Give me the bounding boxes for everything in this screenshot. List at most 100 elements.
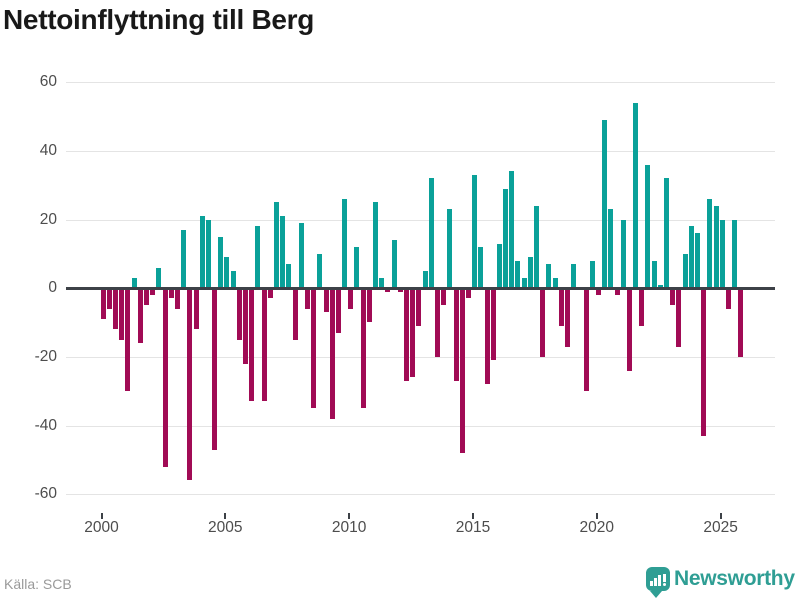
bar-2007Q4 [292,288,298,340]
bar-2012Q1 [397,288,403,292]
bar-2017Q3 [534,205,539,289]
bar-2014Q4 [465,288,471,299]
x-axis-tick [719,513,722,519]
bar-2017Q2 [527,257,533,289]
y-axis-label: 0 [48,279,57,297]
source-label: Källa: SCB [4,576,72,592]
bar-2022Q1 [645,164,651,289]
y-axis-label: -60 [34,485,57,503]
bar-2025Q3 [732,219,738,289]
gridline [66,82,775,84]
bar-2014Q3 [459,288,465,454]
bar-2003Q1 [174,288,180,309]
bar-2019Q1 [571,264,577,289]
x-axis-tick [595,513,598,519]
speech-bubble-tail [650,591,662,598]
bar-2007Q2 [280,216,286,289]
bar-2013Q3 [434,288,440,357]
bar-2022Q2 [651,260,657,289]
newsworthy-logo-text: Newsworthy [674,567,795,590]
x-axis-label: 2020 [579,519,615,536]
plot-area [66,70,775,519]
zero-axis-line [66,286,775,290]
gridline [66,494,775,496]
exclamation-icon [663,574,666,586]
bar-2016Q2 [503,188,508,289]
bar-2021Q3 [633,102,639,289]
bar-2003Q2 [181,229,187,289]
bar-2010Q2 [354,247,360,289]
bar-2012Q4 [416,288,422,326]
bar-2009Q2 [329,288,335,419]
bar-2015Q2 [478,247,484,289]
x-axis-tick [100,513,103,519]
chart-title: Nettoinflyttning till Berg [3,4,315,35]
bar-2017Q4 [540,288,546,357]
bar-2023Q1 [670,288,676,306]
bar-2002Q1 [150,288,156,296]
bar-2006Q4 [267,288,273,299]
bar-2002Q4 [168,288,174,299]
y-axis-label: -20 [34,347,57,365]
bar-2023Q3 [682,253,688,289]
bar-2019Q3 [583,288,589,392]
gridline [66,425,775,427]
bar-2003Q3 [187,288,193,481]
bar-2011Q4 [391,240,397,289]
bar-2025Q2 [725,288,731,309]
gridline [66,356,775,358]
bar-2018Q1 [546,264,552,289]
bar-2004Q2 [205,219,211,289]
bar-2021Q1 [620,219,626,289]
bar-chart-icon [650,574,666,586]
bar-2025Q1 [719,219,725,289]
x-axis-tick [472,513,474,519]
x-axis-label: 2010 [331,519,367,536]
bar-2007Q3 [286,264,292,289]
bar-2020Q1 [595,288,601,296]
bar-2015Q3 [484,288,490,385]
bar-2006Q1 [249,288,255,402]
bar-2024Q3 [707,198,713,289]
gridline [66,219,775,221]
bar-2000Q2 [106,288,112,309]
bar-2016Q4 [515,260,521,289]
bar-2015Q4 [490,288,496,361]
y-axis-label: 60 [39,73,57,91]
x-axis-tick [224,513,227,519]
newsworthy-logo-icon [646,567,670,598]
bar-2004Q1 [199,216,205,289]
bar-2020Q2 [602,119,608,289]
bar-2009Q1 [323,288,329,313]
newsworthy-logo[interactable]: Newsworthy [646,566,795,598]
bar-2016Q3 [509,171,515,289]
bar-2012Q3 [410,288,416,378]
bar-2005Q3 [236,288,242,340]
x-axis-label: 2015 [455,519,491,536]
bar-2022Q3 [657,284,663,289]
bar-2022Q4 [664,178,669,289]
bar-2024Q1 [695,233,700,289]
bar-2024Q4 [713,205,719,289]
bar-2013Q1 [422,271,428,289]
bar-2008Q1 [298,222,304,289]
bar-2006Q2 [255,226,261,289]
bar-2001Q4 [143,288,149,306]
bar-2021Q4 [639,288,645,326]
bar-2018Q3 [558,288,564,326]
bar-2001Q3 [137,288,143,344]
gridline [66,150,775,152]
bar-2009Q4 [342,198,348,289]
bar-2000Q3 [113,288,118,330]
bar-2011Q1 [373,202,378,289]
bar-2010Q4 [366,288,372,323]
bar-2004Q3 [212,288,217,450]
bar-2018Q4 [564,288,570,347]
bar-2010Q3 [360,288,366,409]
bar-2013Q4 [441,288,447,306]
bar-2000Q4 [119,288,125,340]
bar-2018Q2 [552,277,558,289]
bar-2005Q4 [243,288,248,364]
bar-2009Q3 [335,288,341,333]
